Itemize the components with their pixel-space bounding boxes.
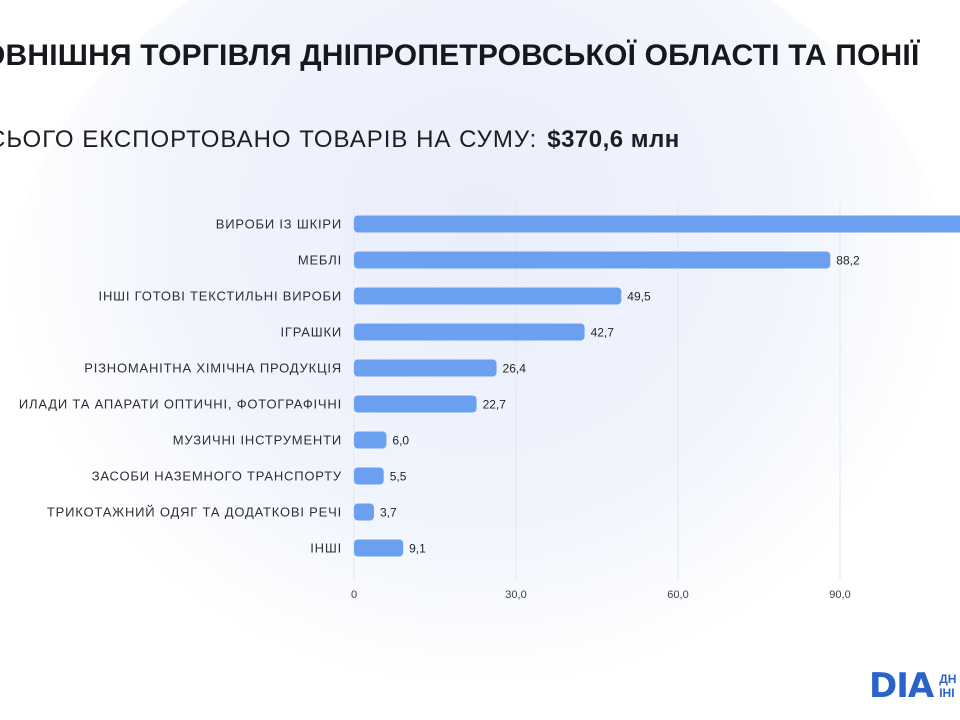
value-label: 49,5 xyxy=(627,290,651,304)
category-label: ИЛАДИ ТА АПАРАТИ ОПТИЧНІ, ФОТОГРАФІЧНІ xyxy=(19,397,342,412)
export-total-line: СЬОГО ЕКСПОРТОВАНО ТОВАРІВ НА СУМУ: $370,… xyxy=(0,126,680,154)
value-label: 42,7 xyxy=(591,326,615,340)
category-label: ІГРАШКИ xyxy=(280,325,342,340)
logo-text-line-1: ДН xyxy=(939,672,957,686)
bar xyxy=(354,323,585,341)
bar xyxy=(354,431,387,449)
bar xyxy=(354,467,384,485)
x-tick-label: 60,0 xyxy=(667,589,688,601)
category-label: ІНШІ ГОТОВІ ТЕКСТИЛЬНІ ВИРОБИ xyxy=(99,289,342,304)
category-label: МЕБЛІ xyxy=(298,253,342,268)
bar xyxy=(354,215,960,233)
x-tick-label: 90,0 xyxy=(829,589,850,601)
logo-text-line-2: ІНІ xyxy=(939,686,955,700)
category-label: ІНШІ xyxy=(310,541,342,556)
value-label: 5,5 xyxy=(390,470,407,484)
category-label: МУЗИЧНІ ІНСТРУМЕНТИ xyxy=(173,433,342,448)
category-label: ТРИКОТАЖНИЙ ОДЯГ ТА ДОДАТКОВІ РЕЧІ xyxy=(47,505,342,520)
category-label: РІЗНОМАНІТНА ХІМІЧНА ПРОДУКЦІЯ xyxy=(84,361,342,376)
category-label: ВИРОБИ ІЗ ШКІРИ xyxy=(216,217,342,232)
bar xyxy=(354,503,374,521)
value-label: 3,7 xyxy=(380,506,397,520)
export-total-label: СЬОГО ЕКСПОРТОВАНО ТОВАРІВ НА СУМУ: xyxy=(0,126,538,153)
bar xyxy=(354,359,497,377)
value-label: 6,0 xyxy=(392,434,409,448)
category-label: ЗАСОБИ НАЗЕМНОГО ТРАНСПОРТУ xyxy=(92,469,342,484)
bar xyxy=(354,287,622,305)
bar xyxy=(354,251,831,269)
value-label: 22,7 xyxy=(483,398,507,412)
export-total-value: $370,6 млн xyxy=(547,126,680,153)
dia-logo: DIA ДН ІНІ xyxy=(869,666,960,706)
bar xyxy=(354,395,477,413)
logo-text: ДН ІНІ xyxy=(939,672,956,700)
chart-title: ОВНІШНЯ ТОРГІВЛЯ ДНІПРОПЕТРОВСЬКОЇ ОБЛАС… xyxy=(0,39,920,72)
x-tick-label: 30,0 xyxy=(505,589,526,601)
value-label: 26,4 xyxy=(503,362,527,376)
value-label: 9,1 xyxy=(409,542,426,556)
bar xyxy=(354,539,404,557)
value-label: 88,2 xyxy=(836,254,860,268)
x-tick-label: 0 xyxy=(351,589,357,601)
logo-mark: DIA xyxy=(869,666,934,706)
